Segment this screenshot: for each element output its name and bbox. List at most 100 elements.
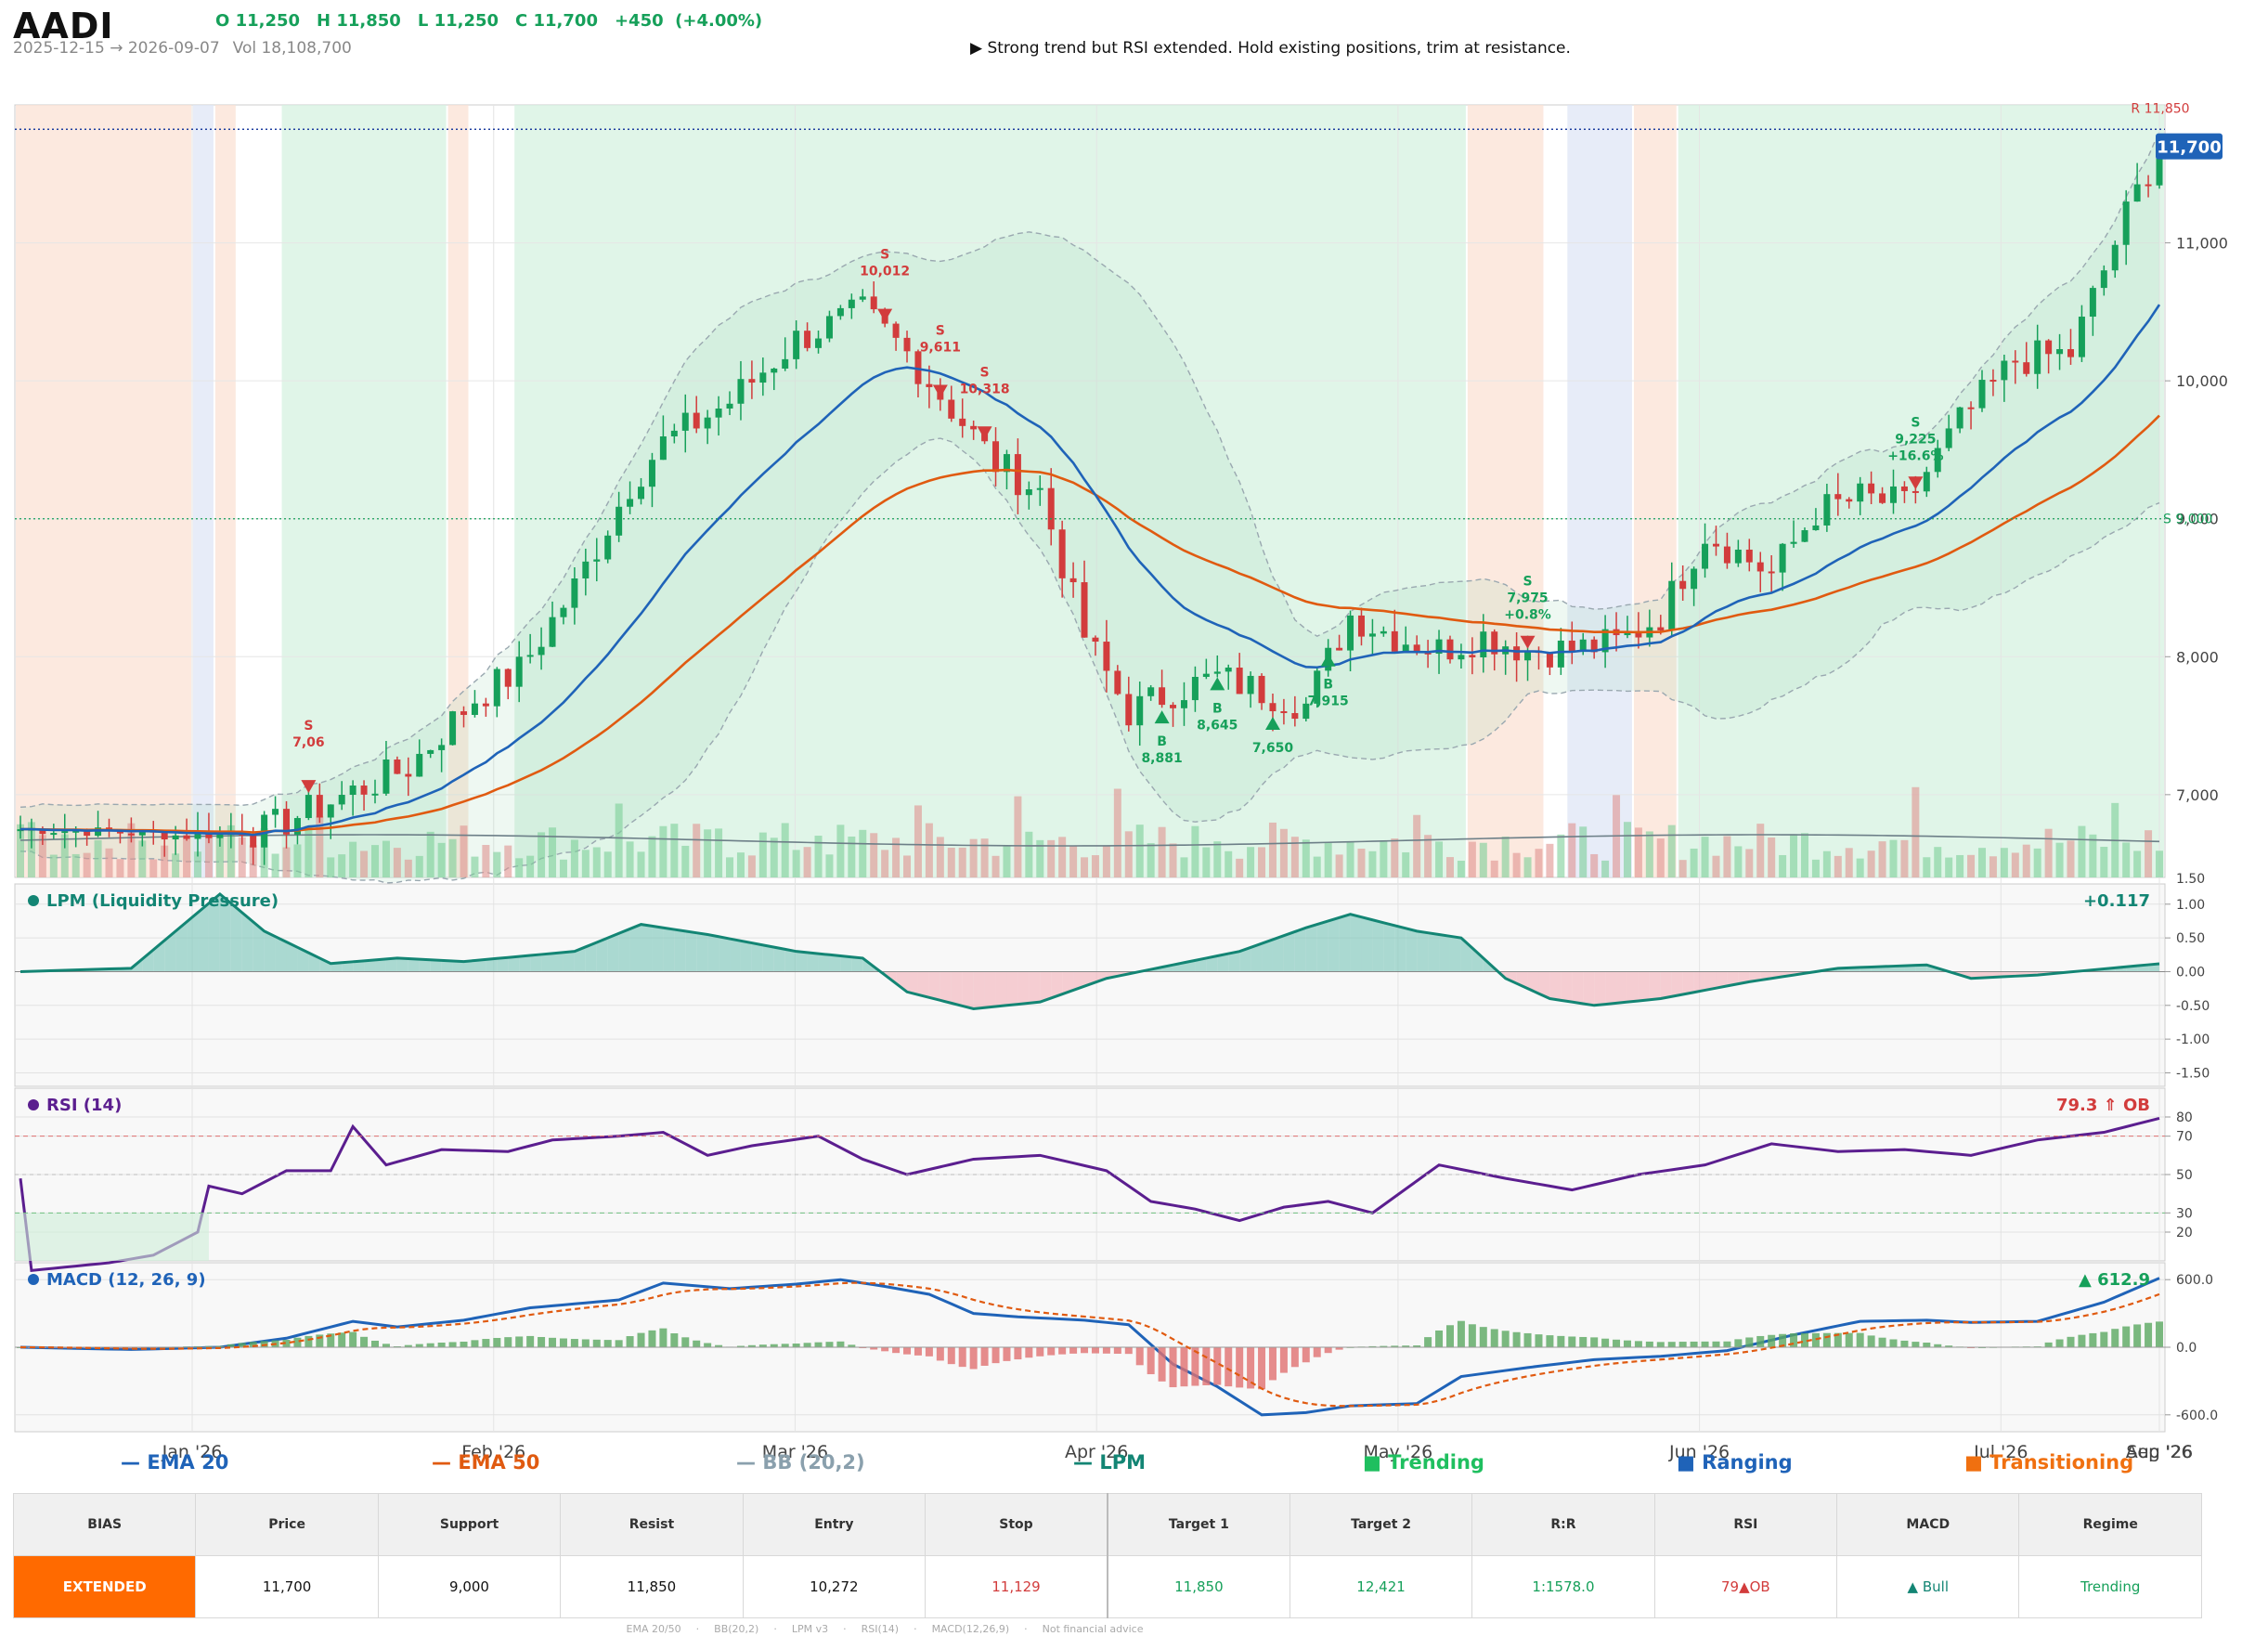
volume-bar bbox=[2133, 850, 2142, 877]
macd-tick-label: 0.0 bbox=[2176, 1341, 2197, 1356]
lpm-area bbox=[1428, 932, 1440, 972]
volume-bar bbox=[1723, 836, 1731, 877]
volume-bar bbox=[426, 831, 434, 877]
macd-histogram-bar bbox=[1790, 1332, 1798, 1347]
footer-item: BB(20,2) bbox=[714, 1623, 759, 1635]
macd-histogram-bar bbox=[1435, 1330, 1444, 1347]
macd-histogram-bar bbox=[2122, 1326, 2131, 1347]
volume-bar bbox=[2078, 825, 2086, 877]
candle-body bbox=[1269, 703, 1277, 712]
candle-body bbox=[1668, 580, 1676, 631]
volume-bar bbox=[327, 857, 335, 877]
volume-bar bbox=[681, 845, 690, 877]
volume-bar bbox=[1380, 840, 1388, 877]
volume-bar bbox=[1678, 860, 1687, 877]
volume-bar bbox=[1036, 839, 1044, 877]
volume-bar bbox=[349, 841, 357, 877]
lpm-area bbox=[1017, 971, 1030, 1005]
candle-body bbox=[848, 299, 855, 308]
lpm-area bbox=[596, 938, 608, 972]
lpm-area bbox=[253, 921, 265, 972]
candle-body bbox=[2122, 201, 2130, 245]
volume-bar bbox=[149, 859, 158, 877]
lpm-area bbox=[452, 960, 464, 972]
volume-bar bbox=[892, 837, 901, 877]
table-value-bias: EXTENDED bbox=[12, 1555, 197, 1618]
macd-histogram-bar bbox=[958, 1347, 966, 1368]
volume-bar bbox=[1169, 843, 1177, 877]
volume-bar bbox=[194, 851, 202, 877]
macd-histogram-bar bbox=[1290, 1347, 1299, 1368]
lpm-area bbox=[175, 921, 188, 972]
macd-histogram-bar bbox=[215, 1345, 224, 1347]
lpm-area bbox=[973, 971, 985, 1009]
table-header-target-1: Target 1 bbox=[1106, 1493, 1290, 1556]
candle-body bbox=[1225, 668, 1232, 672]
macd-histogram-bar bbox=[914, 1347, 922, 1356]
candle-body bbox=[1258, 675, 1265, 704]
volume-bar bbox=[758, 832, 767, 877]
rsi-title-dot bbox=[28, 1099, 39, 1110]
volume-bar bbox=[1557, 834, 1565, 877]
macd-signal-line bbox=[19, 1281, 2160, 1408]
sell-signal-marker bbox=[932, 384, 948, 398]
volume-average-line bbox=[19, 834, 2160, 847]
legend-ema20-label: EMA 20 bbox=[147, 1451, 229, 1474]
volume-bar bbox=[1800, 833, 1808, 877]
lpm-area bbox=[319, 957, 331, 972]
macd-histogram-bar bbox=[1523, 1332, 1532, 1347]
lpm-area bbox=[419, 959, 431, 972]
volume-bar bbox=[1690, 848, 1698, 877]
volume-bar bbox=[293, 844, 302, 877]
lpm-area bbox=[519, 955, 531, 972]
lpm-area bbox=[1217, 954, 1229, 972]
macd-histogram-bar bbox=[404, 1344, 412, 1347]
volume-bar bbox=[1413, 814, 1421, 877]
rsi-title: RSI (14) bbox=[46, 1096, 122, 1115]
candle-body bbox=[1812, 525, 1820, 531]
buy-signal-marker bbox=[1264, 717, 1280, 731]
lpm-area bbox=[187, 912, 199, 972]
lpm-area bbox=[385, 957, 397, 972]
macd-histogram-bar bbox=[2044, 1342, 2053, 1347]
macd-histogram-bar bbox=[892, 1347, 901, 1354]
price-tick-label: 9,000 bbox=[2176, 511, 2219, 528]
candle-body bbox=[815, 338, 823, 348]
lpm-area bbox=[784, 949, 797, 972]
lpm-area bbox=[508, 956, 520, 972]
macd-histogram-bar bbox=[1667, 1342, 1676, 1347]
regime-band-trending bbox=[1678, 105, 2164, 877]
high-value: H 11,850 bbox=[317, 11, 401, 31]
macd-histogram-bar bbox=[947, 1347, 955, 1365]
volume-bar bbox=[1468, 841, 1476, 877]
volume-bar bbox=[1236, 858, 1244, 877]
table-value-entry: 10,272 bbox=[742, 1555, 927, 1618]
macd-histogram-bar bbox=[1081, 1347, 1089, 1354]
lpm-area bbox=[1062, 971, 1074, 994]
macd-histogram-bar bbox=[1590, 1337, 1599, 1347]
macd-histogram-bar bbox=[1036, 1347, 1044, 1357]
candle-body bbox=[526, 655, 534, 657]
lpm-tick-label: 0.50 bbox=[2176, 931, 2205, 946]
table-value-stop: 11,129 bbox=[925, 1555, 1108, 1618]
sell-signal-marker bbox=[1908, 476, 1924, 490]
volume-bar bbox=[1457, 860, 1465, 877]
volume-bar bbox=[161, 845, 169, 877]
volume-bar bbox=[1945, 857, 1953, 877]
volume-bar bbox=[859, 829, 867, 877]
volume-bar bbox=[271, 853, 279, 877]
x-tick-label: Sep '26 bbox=[2126, 1442, 2192, 1462]
volume-bar bbox=[925, 823, 933, 877]
candle-body bbox=[1790, 541, 1797, 544]
lpm-area bbox=[1206, 955, 1218, 972]
macd-histogram-bar bbox=[194, 1345, 202, 1347]
candle-body bbox=[836, 307, 844, 317]
volume-bar bbox=[1590, 853, 1599, 877]
macd-histogram-bar bbox=[1623, 1340, 1631, 1347]
macd-histogram-bar bbox=[1634, 1341, 1642, 1347]
macd-histogram-bar bbox=[1867, 1335, 1875, 1347]
macd-histogram-bar bbox=[1058, 1347, 1067, 1355]
macd-histogram-bar bbox=[1279, 1347, 1288, 1373]
lpm-area bbox=[1029, 971, 1041, 1004]
candle-body bbox=[95, 827, 102, 837]
